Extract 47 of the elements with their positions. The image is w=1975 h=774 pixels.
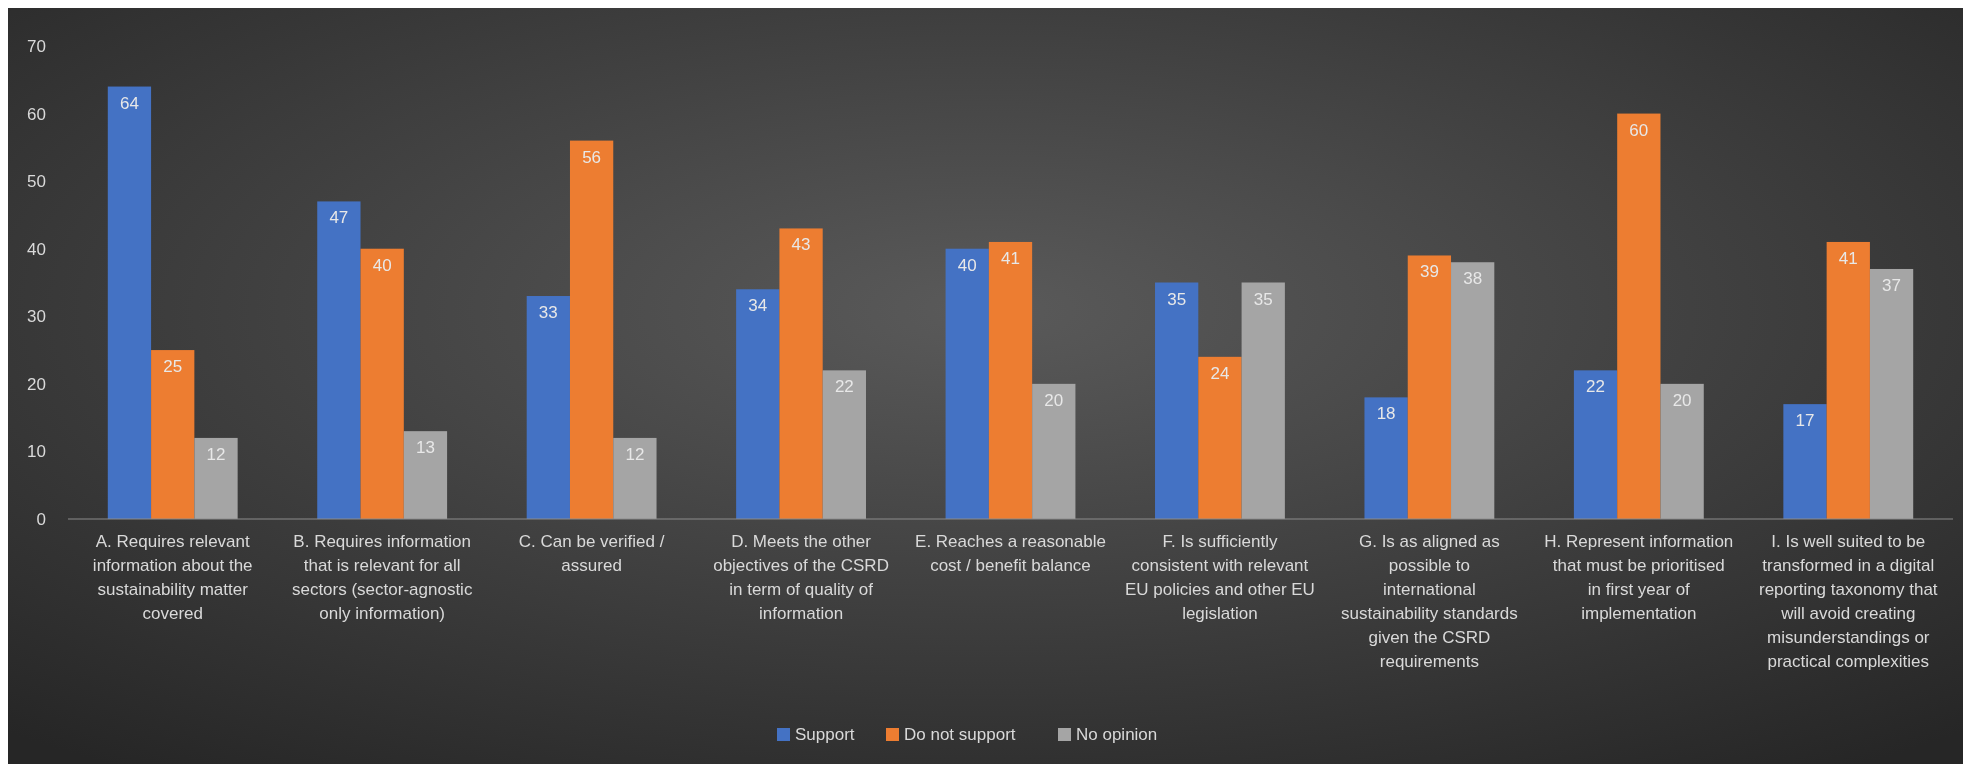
data-label: 34 [748, 296, 768, 316]
y-tick-label: 50 [27, 172, 46, 192]
data-label: 35 [1167, 289, 1187, 309]
data-label: 38 [1463, 269, 1483, 289]
data-label: 40 [957, 255, 977, 275]
legend-label: No opinion [1076, 725, 1158, 744]
data-label: 20 [1044, 390, 1064, 410]
data-label: 43 [791, 235, 811, 255]
data-label: 12 [625, 444, 645, 464]
data-label: 25 [163, 357, 183, 377]
y-tick-label: 10 [27, 442, 46, 462]
x-tick-label: C. Can be verified / assured [518, 532, 665, 575]
data-label: 40 [372, 255, 392, 275]
x-tick-label: E. Reaches a reasonable cost / benefit balance [915, 532, 1106, 575]
y-tick-label: 70 [27, 37, 46, 56]
data-label: 41 [1001, 248, 1020, 268]
x-tick-label: A. Requires relevant information about the sustainability matter covered [92, 532, 253, 623]
x-tick-label: H. Represent information that must be prioritised in first year of implementation [1544, 532, 1734, 623]
y-tick-label: 40 [27, 239, 46, 259]
data-label: 12 [206, 444, 226, 464]
data-label: 60 [1629, 120, 1649, 140]
data-label: 56 [582, 147, 602, 167]
data-label: 41 [1838, 248, 1858, 268]
data-label: 13 [415, 438, 435, 458]
x-tick-label: I. Is well suited to be transformed in a digital reporting taxonomy that will avoid creating misunderstandings or practical complexities [1758, 532, 1938, 671]
x-tick-label: F. Is sufficiently consistent with relevant EU policies and other EU legislation [1124, 532, 1315, 623]
data-label: 20 [1672, 390, 1692, 410]
data-label: 64 [119, 93, 139, 113]
y-tick-label: 30 [27, 307, 46, 327]
data-label: 22 [1586, 377, 1606, 397]
data-label: 35 [1253, 289, 1273, 309]
data-label: 39 [1419, 262, 1439, 282]
data-label: 22 [834, 377, 854, 397]
data-label: 37 [1882, 275, 1902, 295]
legend-label: Do not support [904, 725, 1016, 744]
y-tick-label: 0 [36, 510, 46, 529]
x-tick-label: G. Is as aligned as possible to international sustainability standards given the CSRD requirements [1341, 532, 1518, 671]
y-tick-label: 60 [27, 104, 46, 124]
data-label: 33 [538, 303, 558, 323]
x-tick-label: D. Meets the other objectives of the CSRD in term of quality of information [713, 532, 889, 623]
y-tick-label: 20 [27, 374, 46, 394]
data-label: 47 [329, 208, 349, 228]
legend-label: Support [795, 725, 855, 744]
data-label: 17 [1795, 411, 1815, 431]
x-tick-label: B. Requires information that is relevant for all sectors (sector-agnostic only information) [291, 532, 473, 623]
data-label: 24 [1210, 363, 1230, 383]
data-label: 18 [1376, 404, 1396, 424]
